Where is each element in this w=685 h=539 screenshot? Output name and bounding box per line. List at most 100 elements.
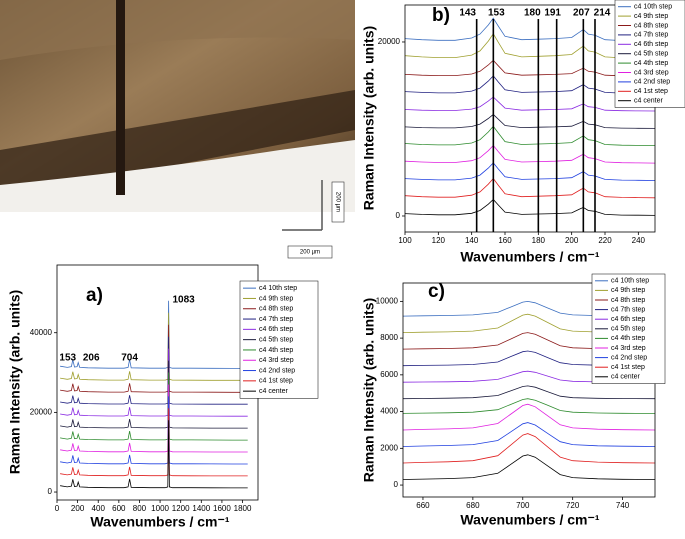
legend-label: c4 9th step (634, 13, 668, 20)
peak-label: 143 (459, 8, 476, 19)
spectrum-line (405, 144, 655, 164)
y-tick-label: 8000 (380, 333, 398, 342)
plot-frame (402, 282, 656, 498)
spectrum-line (403, 385, 655, 400)
x-tick-label: 140 (465, 236, 479, 245)
x-tick-label: 180 (532, 236, 546, 245)
spectrum-line (60, 300, 248, 369)
legend-label: c4 5th step (611, 326, 645, 333)
plot-area (405, 17, 655, 216)
peak-label: 206 (83, 353, 100, 364)
spectrum-line (405, 59, 655, 77)
scale-label-box (331, 181, 345, 223)
spectrum-line (405, 96, 655, 112)
spectrum-line (60, 420, 248, 489)
legend-label: c4 4th step (259, 347, 293, 354)
legend-label: c4 3rd step (259, 357, 294, 364)
spectrum-line (60, 372, 248, 441)
x-tick-label: 1200 (172, 504, 190, 513)
spectrum-line (403, 350, 655, 367)
y-axis-title: Raman Intensity (arb. units) (361, 298, 377, 482)
x-tick-label: 120 (432, 236, 446, 245)
x-tick-label: 200 (71, 504, 85, 513)
legend-label: c4 5th step (634, 51, 668, 58)
y-tick-label: 0 (396, 211, 401, 220)
x-tick-label: 200 (565, 236, 579, 245)
legend-label: c4 4th step (634, 60, 668, 67)
y-tick-label: 6000 (380, 370, 398, 379)
peak-label: 207 (573, 8, 590, 19)
y-tick-label: 20000 (378, 37, 401, 46)
spectrum-line (403, 422, 655, 447)
x-tick-label: 400 (92, 504, 106, 513)
spectrum-line (60, 396, 248, 465)
legend: c4 10th step c4 9th step c4 8th step c4 7th… (614, 0, 685, 108)
legend: c4 10th step c4 9th step c4 8th step c4 7th… (239, 280, 319, 399)
y-tick-label: 40000 (30, 328, 53, 337)
x-tick-label: 1000 (151, 504, 169, 513)
micrograph-dark-band (0, 90, 355, 200)
legend-label: c4 9th step (611, 287, 645, 294)
spectrum-line (403, 370, 655, 383)
x-tick-label: 800 (133, 504, 147, 513)
peak-label: 153 (59, 353, 76, 364)
x-axis-title: Wavenumbers / cm⁻¹ (460, 249, 599, 265)
spectrum-line (60, 336, 248, 405)
scale-label: 200 µm (300, 250, 320, 256)
spectrum-line (403, 332, 655, 350)
panel-label: a) (86, 285, 103, 306)
x-axis-title: Wavenumbers / cm⁻¹ (90, 514, 229, 530)
legend-label: c4 6th step (611, 316, 645, 323)
y-tick-label: 2000 (380, 443, 398, 452)
y-tick-label: 0 (394, 480, 399, 489)
spectrum-line (405, 125, 655, 146)
x-tick-label: 100 (398, 236, 412, 245)
micrograph-substrate (0, 140, 355, 212)
spectrum-line (405, 113, 655, 129)
legend-label: c4 3rd step (634, 69, 669, 76)
spectrum-line (60, 360, 248, 429)
legend-label: c4 7th step (634, 32, 668, 39)
spectrum-line (60, 312, 248, 381)
legend-label: c4 7th step (259, 316, 293, 323)
scale-label: 200 µm (334, 192, 340, 212)
legend-label: c4 center (259, 388, 288, 395)
spectrum-line (403, 313, 655, 333)
x-tick-label: 0 (55, 504, 60, 513)
x-tick-label: 160 (498, 236, 512, 245)
spectrum-line (405, 33, 655, 59)
legend-label: c4 6th step (259, 326, 293, 333)
legend-label: c4 2nd step (634, 79, 670, 86)
spectrum-line (60, 384, 248, 453)
x-tick-label: 600 (112, 504, 126, 513)
y-tick-label: 0 (48, 487, 53, 496)
legend-label: c4 6th step (634, 41, 668, 48)
spectrum-line (405, 17, 655, 42)
x-axis-title: Wavenumbers / cm⁻¹ (460, 512, 599, 528)
legend-label: c4 1st step (634, 88, 668, 95)
legend-label: c4 4th step (611, 335, 645, 342)
legend-label: c4 10th step (634, 4, 672, 11)
x-tick-label: 1400 (192, 504, 210, 513)
plot-area (403, 300, 655, 480)
legend-label: c4 8th step (611, 297, 645, 304)
x-tick-label: 1600 (213, 504, 231, 513)
y-axis-title: Raman Intensity (arb. units) (361, 26, 377, 210)
legend-label: c4 1st step (259, 378, 293, 385)
micrograph-band (0, 0, 355, 60)
y-tick-label: 4000 (380, 407, 398, 416)
x-tick-label: 700 (516, 501, 530, 510)
chart: 660 680 700 720 740 0 2000 4000 6000 8000 10000 Wav… (361, 273, 666, 528)
legend-label: c4 8th step (259, 306, 293, 313)
spectrum-line (403, 398, 655, 414)
x-tick-label: 660 (416, 501, 430, 510)
x-tick-label: 720 (566, 501, 580, 510)
x-tick-label: 240 (632, 236, 646, 245)
spectrum-line (60, 408, 248, 477)
x-tick-label: 1800 (234, 504, 252, 513)
spectrum-line (60, 324, 248, 393)
x-tick-label: 220 (598, 236, 612, 245)
micrograph-crack (116, 0, 125, 195)
spectrum-line (403, 454, 655, 480)
